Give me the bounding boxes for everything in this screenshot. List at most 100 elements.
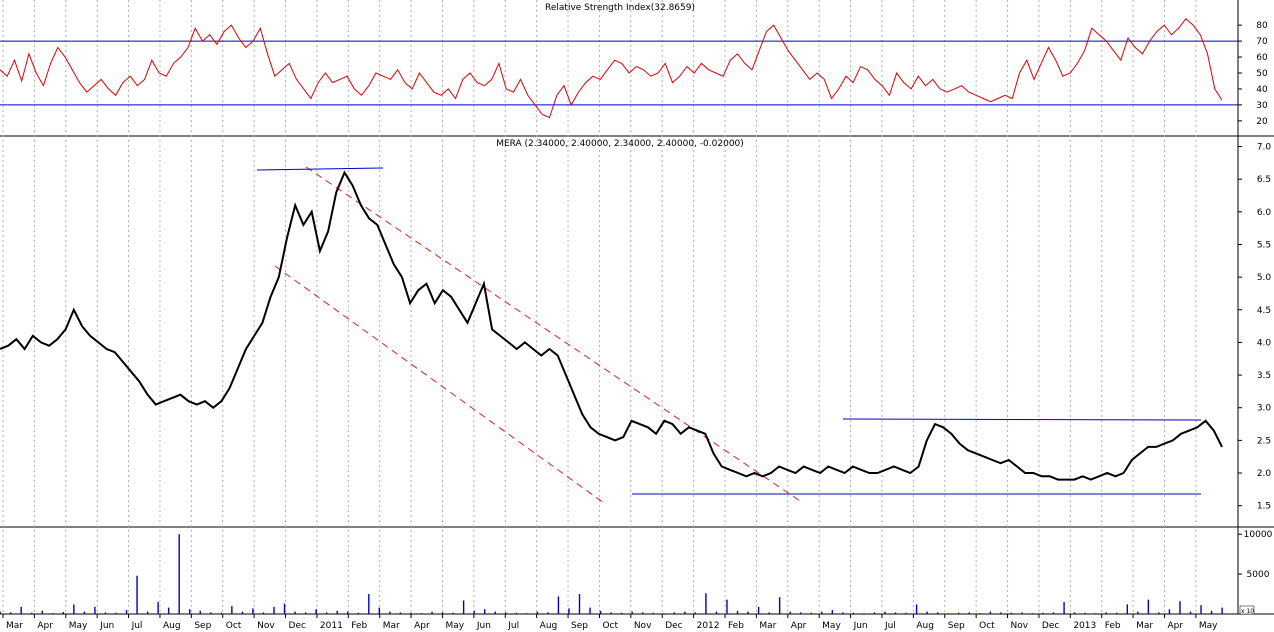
volume-bar bbox=[83, 611, 86, 614]
volume-bar bbox=[136, 575, 138, 614]
x-tick-label: Sep bbox=[194, 621, 211, 631]
volume-bar bbox=[705, 593, 707, 614]
x-tick-label: Nov bbox=[634, 621, 652, 631]
volume-bar bbox=[167, 607, 170, 614]
volume-bar bbox=[926, 611, 928, 614]
rsi-y-tick-label: 40 bbox=[1256, 85, 1268, 95]
volume-bar bbox=[283, 603, 286, 614]
price-y-tick-label: 2.0 bbox=[1257, 469, 1272, 479]
price-y-axis: 7.0 6.5 6.0 5.5 5.0 4.5 4.0 3.5 3.0 2.5 2.0 1.5 bbox=[1238, 143, 1271, 512]
x-tick-label: Jun bbox=[99, 621, 114, 631]
volume-unit-box bbox=[1239, 605, 1255, 615]
volume-bar bbox=[663, 613, 665, 614]
x-tick-label: Aug bbox=[916, 621, 934, 631]
volume-bar bbox=[125, 610, 128, 614]
x-tick-label: Dec bbox=[289, 621, 306, 631]
volume-bar bbox=[936, 612, 939, 614]
x-tick-label: Jun bbox=[476, 621, 491, 631]
volume-bar bbox=[420, 613, 423, 614]
volume-bar bbox=[62, 612, 65, 614]
volume-bar bbox=[989, 611, 992, 614]
price-panel bbox=[0, 136, 1238, 527]
volume-bar bbox=[536, 611, 539, 614]
rsi-y-tick-label: 70 bbox=[1256, 37, 1268, 47]
volume-bar bbox=[1031, 613, 1034, 614]
volume-y-axis: 10000 5000 bbox=[1238, 530, 1273, 580]
price-y-tick-label: 4.5 bbox=[1257, 306, 1271, 316]
x-tick-label: Nov bbox=[257, 621, 275, 631]
rsi-series-line bbox=[0, 18, 1223, 119]
volume-bar bbox=[1052, 612, 1055, 614]
volume-bar bbox=[1137, 611, 1139, 614]
volume-bar bbox=[1126, 604, 1128, 614]
volume-bar bbox=[526, 613, 528, 614]
volume-bar bbox=[778, 597, 781, 614]
volume-bar bbox=[789, 611, 791, 614]
volume-bar bbox=[915, 604, 918, 614]
channel-upper-trendline bbox=[305, 166, 804, 504]
volume-bar bbox=[1105, 612, 1107, 614]
volume-bar bbox=[273, 606, 275, 614]
x-tick-label: 2011 bbox=[320, 621, 343, 631]
volume-bar bbox=[715, 611, 718, 614]
volume-bar bbox=[189, 609, 191, 614]
volume-bar bbox=[1168, 609, 1171, 614]
x-tick-label: May bbox=[1199, 621, 1218, 631]
volume-bar bbox=[726, 599, 728, 614]
volume-bar bbox=[157, 602, 159, 614]
volume-bar bbox=[515, 612, 517, 614]
volume-bar bbox=[842, 612, 844, 614]
volume-y-tick-label: 10000 bbox=[1244, 530, 1273, 540]
price-y-tick-label: 5.5 bbox=[1257, 240, 1271, 250]
rsi-y-tick-label: 50 bbox=[1256, 69, 1268, 79]
volume-bar bbox=[462, 600, 465, 614]
price-y-tick-label: 3.5 bbox=[1257, 371, 1271, 381]
volume-bar bbox=[631, 611, 633, 614]
x-tick-label: Mar bbox=[1136, 621, 1153, 631]
volume-bar bbox=[873, 612, 876, 614]
x-tick-label: Feb bbox=[1105, 621, 1121, 631]
x-axis-labels: Mar Apr May Jun Jul Aug Sep Oct Nov Dec 2011 Feb Mar… bbox=[2, 614, 1218, 631]
volume-bar bbox=[589, 607, 591, 614]
price-y-tick-label: 4.0 bbox=[1257, 338, 1272, 348]
x-tick-label: Oct bbox=[979, 621, 995, 631]
volume-bar bbox=[599, 610, 602, 614]
volume-bar bbox=[41, 610, 43, 614]
volume-bar bbox=[473, 610, 475, 614]
volume-bar bbox=[1010, 612, 1013, 614]
x-tick-label: Jul bbox=[884, 621, 896, 631]
volume-bar bbox=[894, 612, 897, 614]
volume-bar bbox=[104, 612, 107, 614]
volume-bar bbox=[94, 606, 96, 614]
x-tick-label: May bbox=[69, 621, 88, 631]
x-tick-label: 2013 bbox=[1073, 621, 1096, 631]
volume-bar bbox=[315, 609, 317, 614]
volume-bar bbox=[431, 611, 433, 614]
volume-bar bbox=[368, 594, 370, 614]
x-tick-label: Sep bbox=[571, 621, 588, 631]
volume-bar bbox=[483, 609, 486, 614]
volume-bar bbox=[20, 606, 22, 614]
volume-bar bbox=[178, 534, 180, 614]
volume-bar bbox=[1021, 612, 1023, 614]
volume-bar bbox=[852, 612, 855, 614]
volume-bar bbox=[9, 612, 12, 614]
volume-bar bbox=[262, 612, 265, 614]
volume-bar bbox=[73, 604, 75, 614]
volume-bar bbox=[304, 612, 307, 614]
range-resistance-line bbox=[842, 418, 1202, 421]
volume-bar bbox=[452, 612, 454, 614]
volume-bar bbox=[884, 611, 886, 614]
volume-bar bbox=[800, 612, 802, 614]
volume-bar bbox=[378, 607, 381, 614]
rsi-title: Relative Strength Index(32.8659) bbox=[545, 3, 695, 13]
price-y-tick-label: 6.5 bbox=[1257, 175, 1271, 185]
rsi-panel bbox=[0, 0, 1238, 136]
volume-bar bbox=[757, 606, 760, 614]
price-y-tick-label: 5.0 bbox=[1257, 273, 1272, 283]
x-tick-label: Apr bbox=[414, 621, 430, 631]
volume-bar bbox=[241, 611, 244, 614]
volume-bar bbox=[905, 612, 907, 614]
volume-bar bbox=[547, 612, 549, 614]
